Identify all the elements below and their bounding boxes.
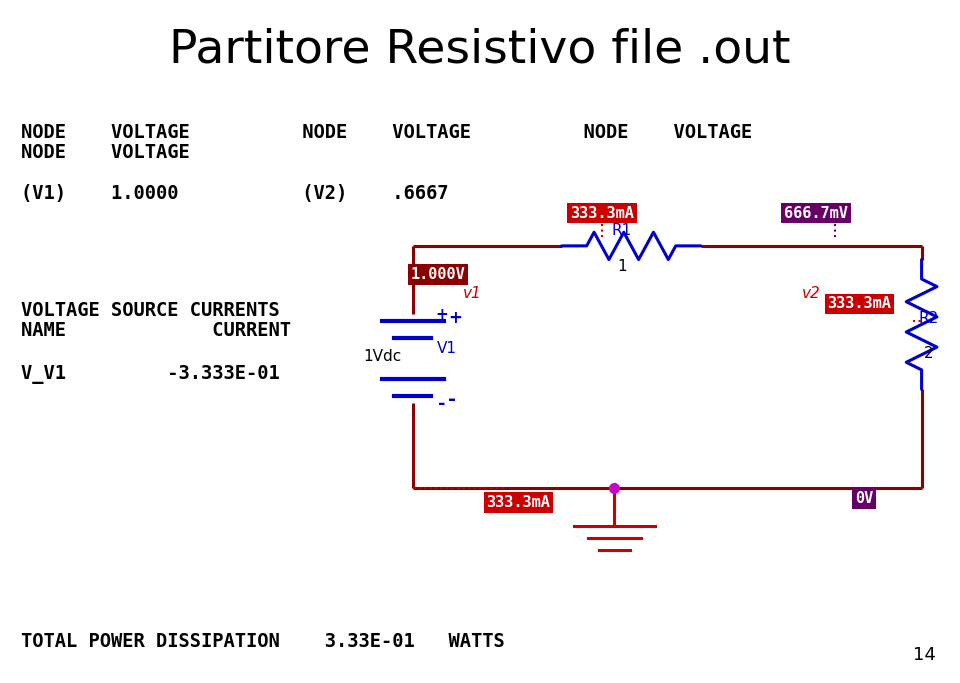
Text: TOTAL POWER DISSIPATION    3.33E-01   WATTS: TOTAL POWER DISSIPATION 3.33E-01 WATTS — [21, 632, 505, 651]
Text: V_V1         -3.333E-01: V_V1 -3.333E-01 — [21, 365, 280, 385]
Text: V1: V1 — [437, 341, 457, 356]
Text: NODE    VOLTAGE          NODE    VOLTAGE          NODE    VOLTAGE: NODE VOLTAGE NODE VOLTAGE NODE VOLTAGE — [21, 123, 753, 142]
Text: R1: R1 — [612, 223, 633, 238]
Text: 1: 1 — [617, 259, 627, 274]
Text: +: + — [448, 309, 462, 326]
Text: +: + — [435, 307, 448, 322]
Text: v1: v1 — [463, 286, 482, 301]
Text: -: - — [448, 390, 456, 409]
Text: NAME             CURRENT: NAME CURRENT — [21, 321, 291, 340]
Text: (V1)    1.0000           (V2)    .6667: (V1) 1.0000 (V2) .6667 — [21, 184, 448, 204]
Text: R2: R2 — [918, 311, 939, 326]
Text: 333.3mA: 333.3mA — [487, 495, 550, 510]
Text: v2: v2 — [802, 286, 821, 301]
Text: NODE    VOLTAGE: NODE VOLTAGE — [21, 143, 190, 163]
Text: 1Vdc: 1Vdc — [363, 349, 401, 364]
Text: 333.3mA: 333.3mA — [570, 206, 634, 221]
Text: 2: 2 — [924, 346, 933, 361]
Text: 666.7mV: 666.7mV — [784, 206, 848, 221]
Text: Partitore Resistivo file .out: Partitore Resistivo file .out — [169, 27, 791, 72]
Text: -: - — [438, 395, 445, 413]
Text: 14: 14 — [913, 646, 936, 664]
Text: VOLTAGE SOURCE CURRENTS: VOLTAGE SOURCE CURRENTS — [21, 301, 280, 320]
Text: 1.000V: 1.000V — [410, 267, 466, 282]
Text: 0V: 0V — [854, 491, 874, 506]
Text: 333.3mA: 333.3mA — [828, 296, 891, 311]
